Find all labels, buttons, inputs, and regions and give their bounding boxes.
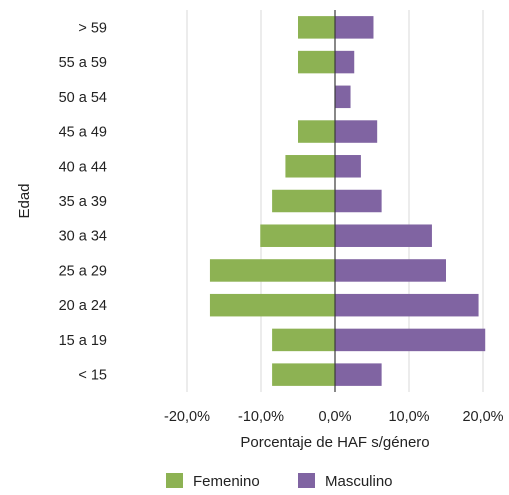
- bar-masculino-9: [335, 328, 486, 352]
- y-tick-label: 40 a 44: [59, 159, 107, 175]
- bar-femenino-6: [260, 224, 335, 247]
- bar-masculino-4: [335, 155, 361, 178]
- bar-masculino-10: [335, 363, 382, 386]
- y-tick-label: 45 a 49: [59, 125, 107, 141]
- y-tick-label: 50 a 54: [59, 90, 107, 106]
- bar-masculino-1: [335, 50, 355, 74]
- bars: [209, 16, 486, 386]
- y-tick-label: > 59: [78, 20, 107, 36]
- x-tick-label: 10,0%: [388, 409, 429, 425]
- bar-femenino-5: [272, 189, 335, 213]
- bar-masculino-0: [335, 16, 374, 39]
- x-tick-label: -10,0%: [238, 409, 284, 425]
- legend: Femenino Masculino: [166, 473, 393, 490]
- legend-label-masculino: Masculino: [325, 473, 393, 490]
- y-tick-label: 35 a 39: [59, 194, 107, 210]
- legend-swatch-femenino: [166, 473, 183, 488]
- bar-femenino-8: [209, 293, 335, 317]
- legend-label-femenino: Femenino: [193, 473, 260, 490]
- bar-masculino-7: [335, 259, 446, 282]
- bar-masculino-5: [335, 189, 382, 213]
- y-tick-label: 30 a 34: [59, 229, 107, 245]
- legend-swatch-masculino: [298, 473, 315, 488]
- bar-masculino-6: [335, 224, 432, 247]
- bar-masculino-8: [335, 293, 479, 317]
- y-tick-label: 55 a 59: [59, 55, 107, 71]
- y-tick-label: 15 a 19: [59, 333, 107, 349]
- x-tick-labels: -20,0% -10,0% 0,0% 10,0% 20,0%: [164, 409, 504, 425]
- bar-masculino-3: [335, 120, 378, 143]
- y-axis-title: Edad: [16, 183, 33, 218]
- y-tick-label: < 15: [78, 368, 107, 384]
- bar-femenino-0: [298, 16, 335, 39]
- bar-femenino-9: [272, 328, 335, 352]
- bar-femenino-10: [272, 363, 335, 386]
- bar-femenino-3: [298, 120, 335, 143]
- bar-femenino-7: [209, 259, 335, 282]
- y-tick-label: 20 a 24: [59, 298, 107, 314]
- bar-femenino-1: [298, 50, 335, 74]
- bar-masculino-2: [335, 85, 351, 109]
- y-tick-labels: > 59 55 a 59 50 a 54 45 a 49 40 a 44 35 a 39 3…: [59, 20, 107, 383]
- x-tick-label: -20,0%: [164, 409, 210, 425]
- x-axis-title: Porcentaje de HAF s/género: [240, 434, 429, 451]
- y-tick-label: 25 a 29: [59, 263, 107, 279]
- x-tick-label: 0,0%: [318, 409, 351, 425]
- bar-femenino-4: [285, 155, 335, 178]
- gridlines: [186, 10, 484, 392]
- x-tick-label: 20,0%: [462, 409, 503, 425]
